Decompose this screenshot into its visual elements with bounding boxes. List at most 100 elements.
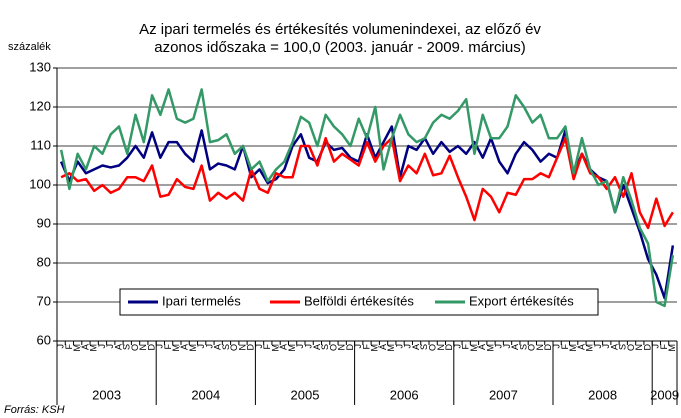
x-tick-label: N — [337, 344, 347, 351]
x-tick-label: A — [113, 344, 123, 350]
x-tick-label: A — [312, 344, 322, 350]
x-tick-label: J — [254, 344, 264, 349]
y-tick-label: 70 — [37, 293, 51, 308]
x-tick-label: S — [320, 344, 330, 350]
x-tick-label: S — [419, 344, 429, 350]
x-tick-label: J — [394, 344, 404, 349]
x-tick-label: O — [130, 344, 140, 351]
x-tick-label: M — [89, 344, 99, 352]
year-label: 2006 — [390, 387, 419, 402]
year-label: 2005 — [291, 387, 320, 402]
x-tick-label: A — [411, 344, 421, 350]
x-tick-label: J — [502, 344, 512, 349]
x-tick-label: D — [444, 344, 454, 351]
year-label: 2004 — [191, 387, 220, 402]
chart-title: azonos időszaka = 100,0 (2003. január - … — [154, 39, 525, 56]
x-tick-label: M — [171, 344, 181, 352]
y-tick-label: 130 — [29, 59, 51, 74]
x-tick-label: A — [213, 344, 223, 350]
x-tick-label: J — [295, 344, 305, 349]
x-tick-label: A — [609, 344, 619, 350]
x-tick-label: J — [196, 344, 206, 349]
chart-title: Az ipari termelés és értékesítés volumen… — [139, 21, 541, 38]
x-tick-label: J — [56, 344, 66, 349]
year-label: 2008 — [588, 387, 617, 402]
x-tick-label: J — [552, 344, 562, 349]
series-line — [59, 125, 675, 300]
x-tick-label: F — [361, 344, 371, 350]
year-label: 2003 — [92, 387, 121, 402]
x-tick-label: M — [485, 344, 495, 352]
x-tick-label: N — [634, 344, 644, 351]
y-axis-label: százalék — [8, 41, 51, 53]
x-tick-label: S — [221, 344, 231, 350]
series-line — [60, 136, 674, 230]
year-label: 2007 — [489, 387, 518, 402]
x-tick-label: D — [543, 344, 553, 351]
x-tick-label: J — [494, 344, 504, 349]
x-tick-label: A — [510, 344, 520, 350]
x-tick-label: M — [188, 344, 198, 352]
x-tick-label: N — [138, 344, 148, 351]
x-tick-label: D — [146, 344, 156, 351]
x-tick-label: J — [97, 344, 107, 349]
x-tick-label: S — [518, 344, 528, 350]
x-tick-label: M — [386, 344, 396, 352]
y-tick-label: 100 — [29, 176, 51, 191]
legend-box — [119, 288, 599, 316]
x-tick-label: D — [246, 344, 256, 351]
x-tick-label: F — [461, 344, 471, 350]
x-tick-label: N — [436, 344, 446, 351]
x-tick-label: J — [204, 344, 214, 349]
year-label: 2009 — [650, 387, 679, 402]
x-tick-label: M — [568, 344, 578, 352]
x-tick-label: S — [122, 344, 132, 350]
y-tick-label: 120 — [29, 98, 51, 113]
x-tick-label: O — [428, 344, 438, 351]
x-tick-label: M — [370, 344, 380, 352]
legend-label: Belföldi értékesítés — [304, 293, 414, 308]
x-tick-label: M — [270, 344, 280, 352]
x-tick-label: J — [105, 344, 115, 349]
x-tick-label: Á — [180, 344, 190, 350]
legend-label: Ipari termelés — [162, 293, 241, 308]
x-tick-label: J — [452, 344, 462, 349]
x-tick-label: Á — [477, 344, 487, 350]
series-line — [59, 88, 675, 308]
x-tick-label: J — [155, 344, 165, 349]
x-tick-label: F — [659, 344, 669, 350]
x-tick-label: F — [163, 344, 173, 350]
x-tick-label: M — [585, 344, 595, 352]
x-tick-label: Á — [378, 344, 388, 350]
x-tick-label: F — [560, 344, 570, 350]
x-tick-label: M — [72, 344, 82, 352]
x-tick-label: J — [304, 344, 314, 349]
x-tick-label: O — [626, 344, 636, 351]
x-tick-label: M — [667, 344, 677, 352]
x-tick-label: D — [642, 344, 652, 351]
x-tick-label: J — [651, 344, 661, 349]
y-tick-label: 90 — [37, 215, 51, 230]
x-tick-label: M — [469, 344, 479, 352]
x-tick-label: J — [403, 344, 413, 349]
x-tick-label: J — [353, 344, 363, 349]
x-tick-label: J — [601, 344, 611, 349]
y-tick-label: 110 — [30, 137, 51, 152]
x-tick-label: O — [328, 344, 338, 351]
x-tick-label: O — [229, 344, 239, 351]
x-tick-label: F — [64, 344, 74, 350]
x-tick-label: F — [262, 344, 272, 350]
y-tick-label: 80 — [37, 254, 51, 269]
x-tick-label: Á — [576, 344, 586, 350]
x-tick-label: N — [237, 344, 247, 351]
y-tick-label: 60 — [37, 332, 51, 347]
x-tick-label: O — [527, 344, 537, 351]
source: Forrás: KSH — [4, 404, 65, 416]
x-tick-label: M — [287, 344, 297, 352]
x-tick-label: D — [345, 344, 355, 351]
x-tick-label: N — [535, 344, 545, 351]
x-tick-label: J — [593, 344, 603, 349]
x-tick-label: Á — [279, 344, 289, 350]
x-tick-label: Á — [80, 344, 90, 350]
